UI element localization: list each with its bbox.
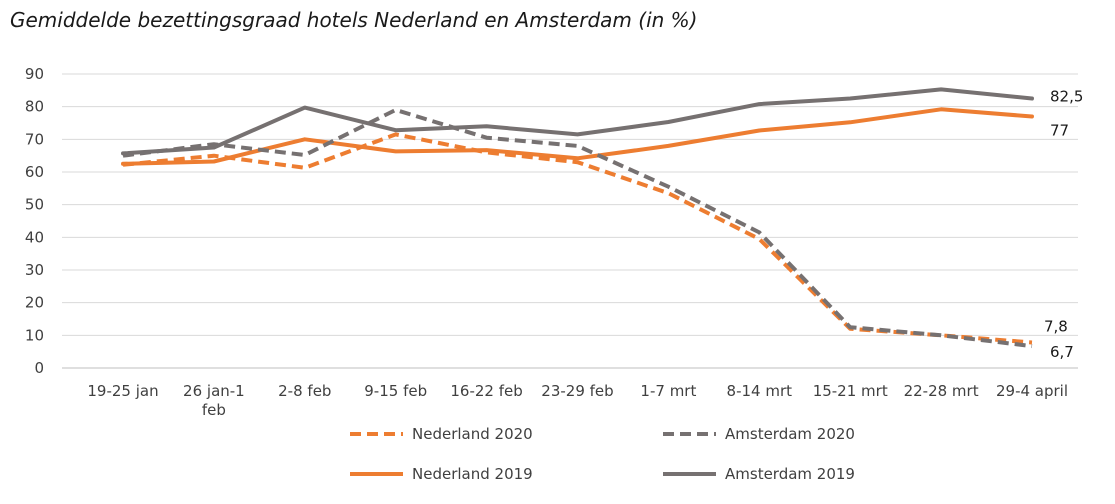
x-tick-label: 16-22 feb: [450, 382, 522, 400]
end-label: 6,7: [1050, 343, 1074, 361]
x-tick-label: 22-28 mrt: [904, 382, 979, 400]
x-tick-label: 19-25 jan: [87, 382, 158, 400]
series-line-nederland-2020: [122, 132, 1033, 345]
x-tick-label: 29-4 april: [996, 382, 1068, 400]
legend-item: Amsterdam 2019: [663, 465, 855, 483]
y-axis-ticks: 0 10 20 30 40 50 60 70 80 90: [25, 65, 44, 377]
x-tick-label: 1-7 mrt: [640, 382, 696, 400]
y-tick-label: 90: [25, 65, 44, 83]
series-lines: [121, 87, 1034, 349]
legend-item: Nederland 2019: [350, 465, 533, 483]
y-tick-label: 70: [25, 130, 44, 148]
y-tick-label: 50: [25, 196, 44, 214]
legend-label: Nederland 2019: [412, 465, 533, 483]
x-tick-label: 23-29 feb: [541, 382, 613, 400]
y-tick-label: 10: [25, 326, 44, 344]
x-tick-label: 15-21 mrt: [813, 382, 888, 400]
chart-title: Gemiddelde bezettingsgraad hotels Nederl…: [10, 8, 698, 32]
y-tick-label: 0: [34, 359, 44, 377]
y-tick-label: 30: [25, 261, 44, 279]
series-line-amsterdam-2019: [121, 87, 1034, 156]
x-tick-label: 9-15 feb: [364, 382, 427, 400]
y-tick-label: 20: [25, 294, 44, 312]
series-line-nederland-2019: [121, 107, 1034, 166]
x-tick-label: 2-8 feb: [278, 382, 331, 400]
y-tick-label: 60: [25, 163, 44, 181]
legend-label: Amsterdam 2020: [725, 425, 855, 443]
x-tick-label: 26 jan-1 feb: [183, 382, 245, 419]
legend-item: Nederland 2020: [350, 425, 533, 443]
legend-label: Amsterdam 2019: [725, 465, 855, 483]
legend-item: Amsterdam 2020: [663, 425, 855, 443]
legend: Nederland 2020 Amsterdam 2020 Nederland 20…: [350, 425, 855, 483]
x-tick-label: 8-14 mrt: [727, 382, 793, 400]
x-axis-ticks: 19-25 jan 26 jan-1 feb 2-8 feb 9-15 feb 16-22…: [87, 382, 1068, 419]
end-label: 82,5: [1050, 88, 1083, 106]
y-tick-label: 80: [25, 98, 44, 116]
end-label: 77: [1050, 121, 1069, 139]
series-line-amsterdam-2020: [122, 107, 1033, 349]
y-tick-label: 40: [25, 228, 44, 246]
legend-label: Nederland 2020: [412, 425, 533, 443]
end-labels: 82,5 77 7,8 6,7: [1044, 88, 1083, 362]
gridlines: [62, 73, 1078, 369]
end-label: 7,8: [1044, 318, 1068, 336]
